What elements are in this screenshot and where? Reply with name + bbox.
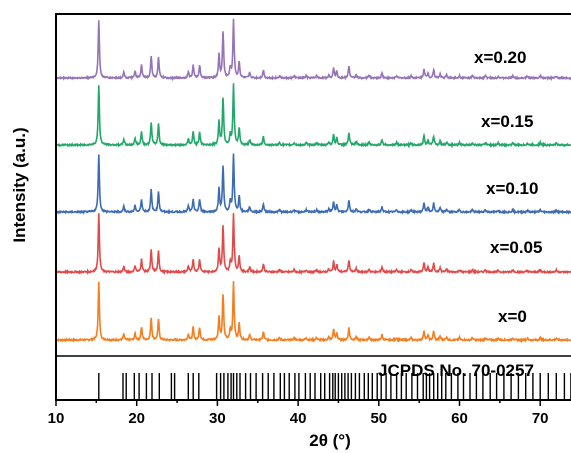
reference-label: JCPDS No. 70-0257 xyxy=(378,361,534,380)
reference-lines xyxy=(98,373,571,399)
series-label-x=0.05: x=0.05 xyxy=(490,238,542,257)
x-axis-title: 2θ (°) xyxy=(309,431,351,450)
series-layer xyxy=(55,18,571,344)
x-tick-label: 70 xyxy=(532,410,549,427)
x-tick-label: 20 xyxy=(128,410,145,427)
series-label-x=0: x=0 xyxy=(498,307,527,326)
x-tick-label: 60 xyxy=(451,410,468,427)
series-label-x=0.15: x=0.15 xyxy=(481,112,533,131)
x-tick-label: 50 xyxy=(370,410,387,427)
series-labels: x=0 x=0.05 x=0.10 x=0.15 x=0.20 xyxy=(474,48,542,326)
series-line-x=0 xyxy=(55,281,571,344)
plot-frame xyxy=(55,13,571,401)
x-tick-label: 10 xyxy=(48,410,65,427)
series-line-x=0.20 xyxy=(55,18,571,82)
series-line-x=0.05 xyxy=(55,213,571,276)
series-label-x=0.10: x=0.10 xyxy=(486,179,538,198)
x-tick-label: 30 xyxy=(209,410,226,427)
y-axis-title: Intensity (a.u.) xyxy=(10,127,29,242)
series-label-x=0.20: x=0.20 xyxy=(474,48,526,67)
series-line-x=0.10 xyxy=(55,153,571,216)
x-axis-ticks: 10 20 30 40 50 60 70 xyxy=(48,400,549,427)
series-line-x=0.15 xyxy=(55,83,571,149)
x-tick-label: 40 xyxy=(290,410,307,427)
